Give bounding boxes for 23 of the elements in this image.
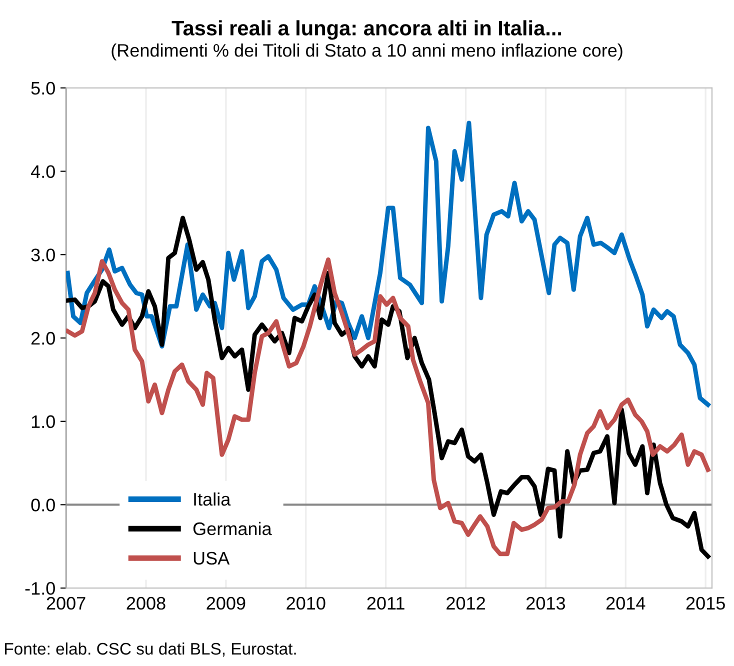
source-note: Fonte: elab. CSC su dati BLS, Eurostat.: [5, 642, 296, 657]
x-tick-label: 2007: [46, 596, 86, 610]
y-tick-label: 3.0: [31, 248, 55, 262]
x-tick-label: 2010: [286, 596, 326, 610]
line-series: [66, 120, 710, 407]
legend-label: USA: [194, 552, 230, 565]
y-tick-label: -1.0: [25, 582, 55, 595]
x-tick-label: 2013: [526, 596, 565, 610]
y-tick-label: 0.0: [31, 498, 55, 512]
x-tick-label: 2014: [606, 596, 646, 610]
x-tick-label: 2011: [367, 596, 404, 610]
chart-subtitle: (Rendimenti % dei Titoli di Stato a 10 anni meno inflazione core): [112, 44, 622, 60]
x-tick-label: 2012: [446, 596, 485, 610]
chart-title: Tassi reali a lunga: ancora alti in Italia...: [172, 20, 562, 40]
x-tick-label: 2009: [206, 596, 246, 610]
y-tick-label: 2.0: [31, 332, 55, 345]
legend-label: Italia: [194, 492, 231, 506]
y-tick-label: 5.0: [31, 82, 55, 95]
legend-label: Germania: [193, 522, 272, 536]
y-tick-label: 1.0: [32, 415, 55, 428]
y-tick-label: 4.0: [30, 165, 55, 178]
x-tick-label: 2008: [126, 596, 166, 610]
x-tick-label: 2015: [686, 596, 725, 610]
